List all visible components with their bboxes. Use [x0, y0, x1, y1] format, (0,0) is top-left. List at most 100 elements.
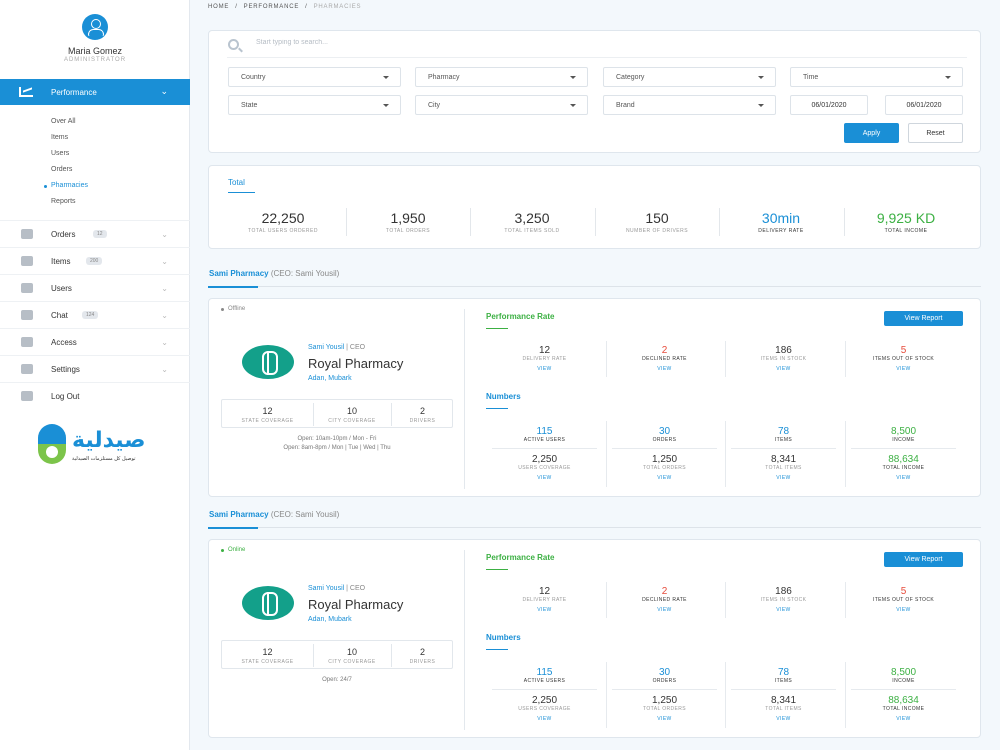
metric: 1,250 TOTAL ORDERS VIEW: [606, 695, 723, 722]
brand-logo: صيدلية توصيل كل مستلزمات الصيدلية: [36, 424, 154, 468]
view-link[interactable]: VIEW: [657, 607, 672, 613]
sidebar-item-users[interactable]: Users ⌄: [0, 274, 190, 301]
caret-down-icon: [945, 76, 951, 79]
sidebar-item-chat[interactable]: Chat 124 ⌄: [0, 301, 190, 328]
metric-value: 115: [536, 426, 553, 437]
view-link[interactable]: VIEW: [537, 475, 552, 481]
view-link[interactable]: VIEW: [537, 607, 552, 613]
view-report-button[interactable]: View Report: [884, 311, 963, 326]
stat-value: 1,950: [390, 210, 426, 226]
performance-rate-title: Performance Rate: [486, 312, 555, 321]
chevron-down-icon: ⌄: [161, 256, 168, 266]
view-link[interactable]: VIEW: [896, 475, 911, 481]
view-report-button[interactable]: View Report: [884, 552, 963, 567]
breadcrumb-performance[interactable]: PERFORMANCE: [243, 4, 300, 10]
state-select[interactable]: State: [228, 95, 401, 115]
metric-label: ACTIVE USERS: [523, 678, 566, 684]
metric: 30 ORDERS: [606, 426, 723, 443]
pharmacy-select[interactable]: Pharmacy: [415, 67, 588, 87]
apply-button[interactable]: Apply: [844, 123, 899, 143]
sidebar-item-performance[interactable]: Performance ⌄: [0, 79, 190, 105]
coverage-value: 12: [262, 647, 273, 657]
pill-icon: [38, 424, 66, 464]
coverage-label: DRIVERS: [409, 418, 436, 424]
caret-down-icon: [570, 76, 576, 79]
submenu-orders[interactable]: Orders: [51, 166, 73, 173]
sidebar-item-label: Access: [51, 337, 77, 347]
metric-label: DECLINED RATE: [642, 597, 687, 603]
sidebar-item-label: Orders: [51, 229, 76, 239]
divider: [606, 421, 607, 487]
pharmacy-section-title: Sami Pharmacy (CEO: Sami Yousil): [209, 269, 339, 278]
view-link[interactable]: VIEW: [657, 716, 672, 722]
submenu-items[interactable]: Items: [51, 134, 69, 141]
view-link[interactable]: VIEW: [776, 475, 791, 481]
date-from-field[interactable]: 06/01/2020: [790, 95, 868, 115]
view-link[interactable]: VIEW: [776, 716, 791, 722]
date-to-field[interactable]: 06/01/2020: [885, 95, 963, 115]
chevron-down-icon: ⌄: [161, 310, 168, 320]
brand-select[interactable]: Brand: [603, 95, 776, 115]
metric: 186 ITEMS IN STOCK VIEW: [725, 586, 842, 613]
submenu-reports[interactable]: Reports: [51, 198, 76, 205]
view-link[interactable]: VIEW: [537, 366, 552, 372]
view-link[interactable]: VIEW: [896, 607, 911, 613]
stat-value: 22,250: [261, 210, 305, 226]
metric-label: USERS COVERAGE: [518, 706, 571, 712]
metric-value: 186: [775, 345, 792, 356]
metric-label: TOTAL ORDERS: [642, 706, 687, 712]
sidebar-item-access[interactable]: Access ⌄: [0, 328, 190, 355]
sidebar-item-label: Users: [51, 283, 72, 293]
user-role: ADMINISTRATOR: [63, 57, 127, 63]
city-select[interactable]: City: [415, 95, 588, 115]
numbers-title: Numbers: [486, 392, 521, 401]
metric-value: 12: [538, 345, 551, 356]
submenu-pharmacies[interactable]: Pharmacies: [44, 182, 88, 189]
sidebar-item-items[interactable]: Items 200 ⌄: [0, 247, 190, 274]
breadcrumb-home[interactable]: HOME: [208, 4, 230, 10]
country-select[interactable]: Country: [228, 67, 401, 87]
pharmacy-logo-icon: [242, 345, 294, 379]
submenu-over-all[interactable]: Over All: [51, 118, 76, 125]
metric: 5 ITEMS OUT OF STOCK VIEW: [845, 345, 962, 372]
divider: [492, 448, 597, 449]
metric: 186 ITEMS IN STOCK VIEW: [725, 345, 842, 372]
view-link[interactable]: VIEW: [657, 366, 672, 372]
divider: [731, 448, 836, 449]
sidebar-item-settings[interactable]: Settings ⌄: [0, 355, 190, 382]
reset-button[interactable]: Reset: [908, 123, 963, 143]
view-link[interactable]: VIEW: [776, 607, 791, 613]
metric-label: INCOME: [892, 437, 915, 443]
sidebar-item-logout[interactable]: Log Out: [0, 382, 190, 409]
view-link[interactable]: VIEW: [657, 475, 672, 481]
category-select[interactable]: Category: [603, 67, 776, 87]
ceo-name[interactable]: Sami Yousil: [308, 585, 345, 592]
search-input[interactable]: [256, 39, 956, 46]
metric-value: 78: [777, 426, 790, 437]
stat-total-income: 9,925 KD TOTAL INCOME: [844, 210, 968, 234]
total-title: Total: [228, 178, 245, 187]
view-link[interactable]: VIEW: [776, 366, 791, 372]
stat-total-orders: 1,950 TOTAL ORDERS: [346, 210, 470, 234]
user-avatar-icon[interactable]: [77, 14, 113, 40]
ceo-name[interactable]: Sami Yousil: [308, 344, 345, 351]
title-underline: [486, 649, 508, 650]
metric-label: DECLINED RATE: [642, 356, 687, 362]
opening-hours: Open: 24/7: [322, 677, 352, 683]
sidebar-item-orders[interactable]: Orders 12 ⌄: [0, 220, 190, 247]
time-select[interactable]: Time: [790, 67, 963, 87]
view-link[interactable]: VIEW: [896, 366, 911, 372]
metric-value: 1,250: [651, 454, 678, 465]
sidebar-item-label: Log Out: [51, 391, 80, 401]
divider: [492, 689, 597, 690]
view-link[interactable]: VIEW: [537, 716, 552, 722]
stat-delivery-rate: 30min DELIVERY RATE: [719, 210, 843, 234]
submenu-users[interactable]: Users: [51, 150, 70, 157]
stat-label: TOTAL ORDERS: [385, 228, 431, 234]
view-link[interactable]: VIEW: [896, 716, 911, 722]
metric: 115 ACTIVE USERS: [486, 667, 603, 684]
chevron-down-icon: ⌄: [161, 229, 168, 239]
select-label: State: [241, 101, 258, 109]
metric: 88,634 TOTAL INCOME VIEW: [845, 454, 962, 481]
chevron-down-icon: ⌄: [161, 283, 168, 293]
